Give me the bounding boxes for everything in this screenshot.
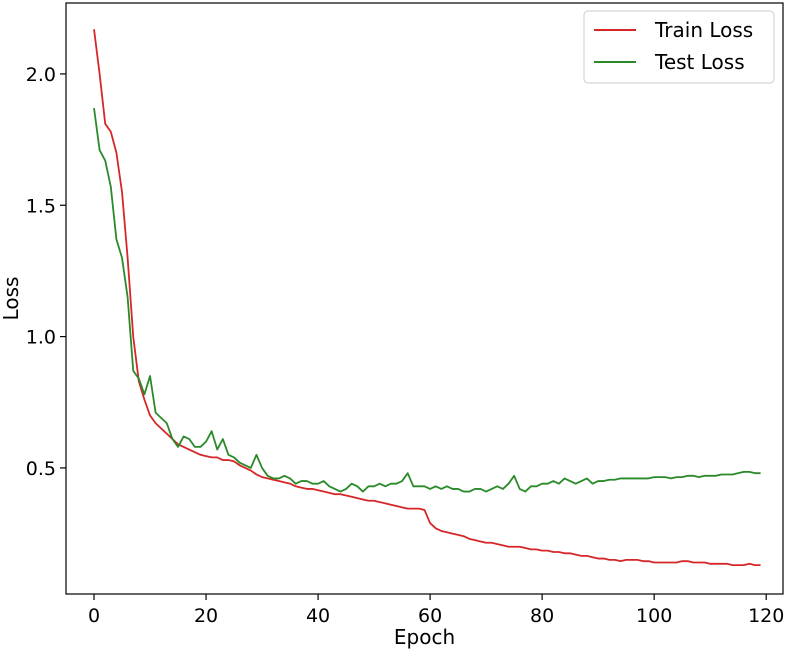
x-axis-label: Epoch xyxy=(394,625,455,649)
x-tick-label: 0 xyxy=(88,605,100,627)
legend-label-train-loss: Train Loss xyxy=(654,18,753,42)
x-tick-label: 60 xyxy=(418,605,442,627)
axis-ticks: 0 20 40 60 80 100 120 0.5 1.0 1.5 2.0 xyxy=(26,64,785,627)
series-line-train-loss xyxy=(93,29,761,567)
plot-marks xyxy=(93,29,761,567)
x-tick-label: 40 xyxy=(306,605,330,627)
legend-label-test-loss: Test Loss xyxy=(654,50,745,74)
x-tick-label: 120 xyxy=(748,605,784,627)
x-tick-label: 20 xyxy=(194,605,218,627)
y-tick-label: 0.5 xyxy=(26,458,56,480)
x-tick-label: 80 xyxy=(530,605,554,627)
y-axis-label: Loss xyxy=(0,277,23,321)
series-line-test-loss xyxy=(93,107,761,493)
x-tick-label: 100 xyxy=(636,605,672,627)
y-tick-label: 2.0 xyxy=(26,64,56,86)
y-tick-label: 1.5 xyxy=(26,195,56,217)
y-tick-label: 1.0 xyxy=(26,327,56,349)
plot-frame xyxy=(65,2,784,595)
legend: Train Loss Test Loss xyxy=(583,10,775,84)
